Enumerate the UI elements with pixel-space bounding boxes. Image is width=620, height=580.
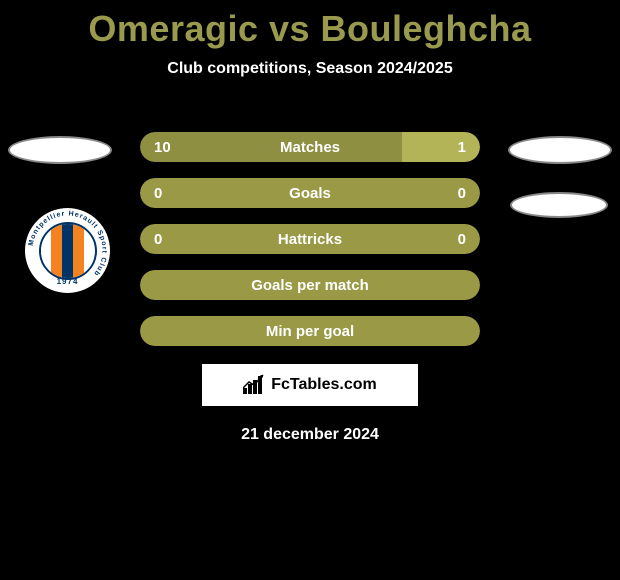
svg-text:Montpellier Herault Sport Club: Montpellier Herault Sport Club	[28, 210, 108, 277]
stat-bar-hattricks: 00Hattricks	[140, 224, 480, 254]
bar-label: Min per goal	[140, 323, 480, 340]
svg-text:1974: 1974	[57, 277, 79, 286]
bar-label: Goals per match	[140, 277, 480, 294]
content-area: Montpellier Herault Sport Club 1974 101M…	[0, 118, 620, 468]
brand-box: FcTables.com	[202, 364, 418, 406]
stat-bars: 101Matches 00Goals 00Hattricks Goals per ma…	[140, 132, 480, 362]
snapshot-date: 21 december 2024	[0, 426, 620, 444]
player-right-placeholder	[508, 136, 612, 164]
comparison-title: Omeragic vs Bouleghcha	[0, 0, 620, 50]
chart-icon	[243, 376, 265, 394]
comparison-subtitle: Club competitions, Season 2024/2025	[0, 60, 620, 78]
club-badge-ring: Montpellier Herault Sport Club 1974	[25, 208, 110, 293]
stat-bar-min-per-goal: Min per goal	[140, 316, 480, 346]
club-right-placeholder	[510, 192, 608, 218]
bar-label: Goals	[140, 185, 480, 202]
brand-text: FcTables.com	[271, 376, 377, 394]
stat-bar-matches: 101Matches	[140, 132, 480, 162]
stat-bar-goals-per-match: Goals per match	[140, 270, 480, 300]
bar-label: Matches	[140, 139, 480, 156]
stat-bar-goals: 00Goals	[140, 178, 480, 208]
club-left-badge: Montpellier Herault Sport Club 1974	[25, 208, 110, 293]
bar-label: Hattricks	[140, 231, 480, 248]
player-left-placeholder	[8, 136, 112, 164]
